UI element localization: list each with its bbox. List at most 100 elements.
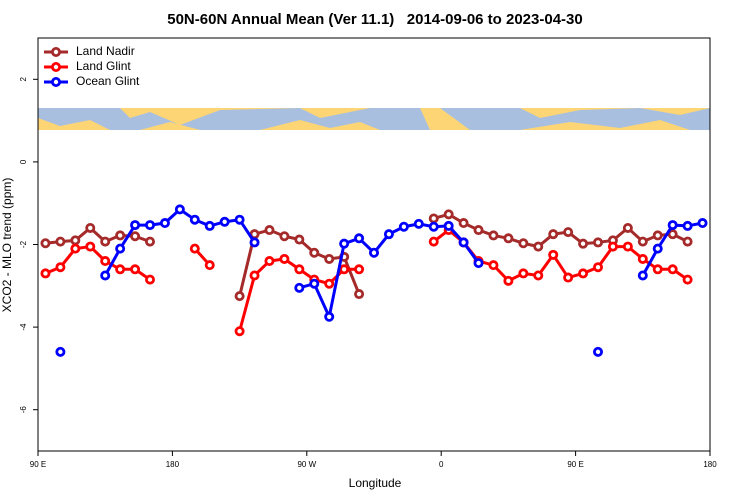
- data-point: [264, 225, 275, 236]
- data-point: [637, 253, 648, 264]
- data-point: [637, 236, 648, 247]
- data-point: [279, 231, 290, 242]
- data-point: [667, 229, 678, 240]
- data-point: [533, 241, 544, 252]
- legend-label: Ocean Glint: [76, 74, 140, 88]
- data-point: [144, 274, 155, 285]
- series-line: [45, 212, 689, 297]
- data-point: [204, 260, 215, 271]
- data-point: [533, 270, 544, 281]
- legend-label: Land Nadir: [76, 44, 135, 58]
- data-point: [354, 289, 365, 300]
- data-point: [518, 238, 529, 249]
- data-point: [85, 222, 96, 233]
- data-point: [652, 264, 663, 275]
- data-point: [309, 247, 320, 258]
- data-point: [130, 231, 141, 242]
- y-tick-label: 2: [19, 77, 28, 82]
- data-point: [100, 270, 111, 281]
- series-line: [44, 228, 689, 332]
- data-point: [593, 262, 604, 273]
- x-tick-label: 0: [439, 460, 444, 469]
- data-point: [398, 221, 409, 232]
- data-point: [339, 264, 350, 275]
- data-point: [473, 225, 484, 236]
- data-point: [682, 236, 693, 247]
- data-point: [100, 236, 111, 247]
- data-point: [249, 237, 260, 248]
- data-point: [548, 229, 559, 240]
- data-point: [354, 264, 365, 275]
- data-point: [264, 256, 275, 267]
- data-point: [667, 220, 678, 231]
- data-point: [413, 218, 424, 229]
- x-tick-label: 90 E: [567, 460, 583, 469]
- data-point: [100, 256, 111, 267]
- data-point: [488, 230, 499, 241]
- data-point: [383, 229, 394, 240]
- data-point: [622, 222, 633, 233]
- legend-marker: [51, 62, 62, 73]
- data-point: [503, 275, 514, 286]
- data-point: [204, 220, 215, 231]
- x-tick-label: 180: [703, 460, 717, 469]
- y-tick-label: -6: [19, 406, 28, 414]
- data-point: [249, 270, 260, 281]
- data-point: [503, 233, 514, 244]
- data-point: [189, 243, 200, 254]
- data-point: [354, 233, 365, 244]
- data-point: [458, 218, 469, 229]
- data-point: [234, 291, 245, 302]
- data-point: [130, 264, 141, 275]
- data-point: [70, 235, 81, 246]
- data-point: [115, 264, 126, 275]
- data-point: [279, 253, 290, 264]
- data-point: [219, 216, 230, 227]
- data-point: [667, 264, 678, 275]
- legend-marker: [51, 47, 62, 58]
- data-point: [55, 236, 66, 247]
- data-point: [518, 268, 529, 279]
- y-tick-label: -4: [19, 323, 28, 331]
- data-point: [488, 260, 499, 271]
- data-point: [593, 346, 604, 357]
- data-point: [55, 262, 66, 273]
- data-point: [563, 227, 574, 238]
- data-point: [622, 241, 633, 252]
- data-point: [548, 249, 559, 260]
- data-point: [309, 278, 320, 289]
- data-point: [324, 311, 335, 322]
- data-point: [294, 234, 305, 245]
- x-tick-label: 90 E: [30, 460, 46, 469]
- data-point: [682, 274, 693, 285]
- data-point: [473, 258, 484, 269]
- data-point: [637, 270, 648, 281]
- map-strip: [38, 108, 710, 130]
- data-point: [159, 218, 170, 229]
- data-point: [607, 241, 618, 252]
- chart-title: 50N-60N Annual Mean (Ver 11.1) 2014-09-0…: [167, 11, 582, 28]
- data-point: [55, 346, 66, 357]
- data-point: [443, 209, 454, 220]
- data-point: [115, 243, 126, 254]
- data-point: [578, 238, 589, 249]
- data-point: [144, 236, 155, 247]
- data-point: [174, 204, 185, 215]
- data-point: [144, 220, 155, 231]
- x-axis-label: Longitude: [349, 476, 402, 490]
- data-point: [40, 268, 51, 279]
- data-point: [697, 218, 708, 229]
- data-point: [189, 214, 200, 225]
- data-point: [85, 241, 96, 252]
- data-point: [234, 326, 245, 337]
- data-point: [458, 237, 469, 248]
- data-point: [40, 238, 51, 249]
- data-point: [115, 230, 126, 241]
- y-tick-label: 0: [19, 159, 28, 164]
- data-point: [294, 282, 305, 293]
- data-point: [563, 272, 574, 283]
- data-point: [324, 253, 335, 264]
- data-point: [130, 220, 141, 231]
- x-tick-label: 180: [166, 460, 180, 469]
